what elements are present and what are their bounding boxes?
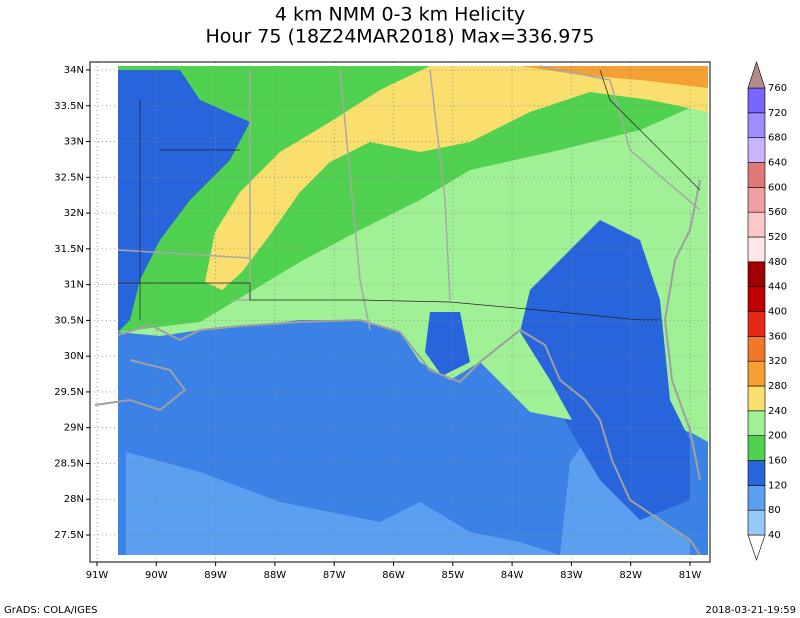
lon-label: 84W (501, 570, 524, 581)
lat-label: 32N (64, 208, 84, 219)
colorbar-label: 320 (768, 356, 787, 367)
colorbar-segment (747, 410, 766, 436)
lat-label: 34N (64, 65, 84, 76)
colorbar-label: 720 (768, 108, 787, 119)
colorbar-segment (747, 261, 766, 287)
coastline (117, 318, 701, 556)
lat-label: 31N (64, 280, 84, 291)
lon-label: 81W (679, 570, 702, 581)
lon-label: 89W (204, 570, 227, 581)
colorbar-segment (747, 509, 766, 536)
colorbar-label: 600 (768, 182, 787, 193)
lat-label: 28.5N (54, 458, 84, 469)
colorbar-label: 400 (768, 307, 787, 318)
colorbar-segment (747, 311, 766, 337)
graticule (90, 62, 710, 562)
lat-label: 31.5N (54, 244, 84, 255)
state-border (339, 69, 371, 331)
colorbar-label: 480 (768, 257, 787, 268)
title-line1: 4 km NMM 0-3 km Helicity (275, 4, 525, 26)
colorbar-label: 760 (768, 83, 787, 94)
colorbar-label: 360 (768, 331, 787, 342)
lat-label: 28N (64, 494, 84, 505)
footer-left: GrADS: COLA/IGES (4, 605, 98, 616)
colorbar-segment (747, 485, 766, 511)
colorbar-label: 520 (768, 232, 787, 243)
colorbar-label: 680 (768, 133, 787, 144)
field-120 (118, 70, 250, 332)
colorbar-segment (747, 211, 766, 238)
colorbar-label: 240 (768, 406, 787, 417)
colorbar-segment (747, 187, 766, 213)
lon-label: 83W (560, 570, 583, 581)
lon-label: 87W (323, 570, 346, 581)
colorbar-label: 640 (768, 158, 787, 169)
colorbar-segment (747, 87, 766, 114)
lon-label: 91W (86, 570, 109, 581)
lat-label: 30N (64, 351, 84, 362)
colorbar-high (747, 61, 766, 89)
lat-label: 32.5N (54, 172, 84, 183)
colorbar-label: 160 (768, 456, 787, 467)
state-border (539, 65, 701, 211)
colorbar-label: 40 (768, 530, 781, 541)
lon-label: 86W (382, 570, 405, 581)
lat-label: 33.5N (54, 101, 84, 112)
colorbar-segment (747, 435, 766, 461)
colorbar-label: 120 (768, 480, 787, 491)
lat-label: 27.5N (54, 530, 84, 541)
lat-label: 30.5N (54, 315, 84, 326)
lat-label: 29.5N (54, 387, 84, 398)
field-120-c (425, 312, 470, 376)
lat-label: 33N (64, 137, 84, 148)
colorbar-segment (747, 236, 766, 263)
lon-label: 88W (264, 570, 287, 581)
colorbar-label: 80 (768, 505, 781, 516)
colorbar-segment (747, 360, 766, 387)
colorbar-segment (747, 385, 766, 412)
lon-label: 90W (145, 570, 168, 581)
delta (94, 359, 187, 412)
map-frame (89, 61, 711, 563)
state-border (429, 69, 451, 301)
state-line (118, 282, 660, 321)
colorbar-segment (747, 137, 766, 163)
field-160 (118, 66, 708, 332)
river (599, 69, 701, 191)
colorbar-segment (747, 460, 766, 486)
colorbar-low (747, 534, 766, 561)
title-line2: Hour 75 (18Z24MAR2018) Max=336.975 (206, 26, 595, 48)
field-80 (126, 452, 560, 555)
colorbar-label: 200 (768, 431, 787, 442)
colorbar-segment (747, 112, 766, 138)
map (90, 62, 710, 562)
lon-label: 82W (619, 570, 642, 581)
footer-right: 2018-03-21-19:59 (705, 605, 796, 616)
field-120-b (520, 220, 690, 520)
lat-label: 29N (64, 423, 84, 434)
colorbar-segment (747, 162, 766, 188)
field-200-b (480, 332, 572, 420)
colorbar-label: 560 (768, 207, 787, 218)
colorbar-label: 280 (768, 381, 787, 392)
field-240 (205, 66, 708, 290)
colorbar-segment (747, 286, 766, 312)
colorbar-label: 440 (768, 282, 787, 293)
colorbar-segment (747, 336, 766, 362)
lon-label: 85W (441, 570, 464, 581)
